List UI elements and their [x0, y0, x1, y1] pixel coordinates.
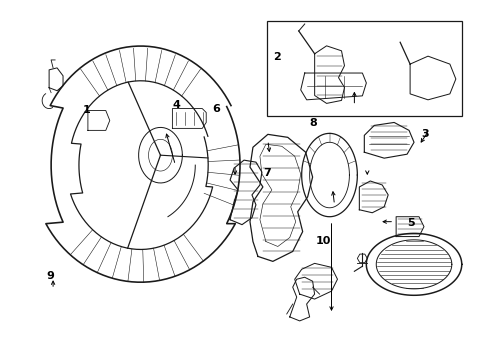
- Text: 3: 3: [421, 129, 429, 139]
- Text: 7: 7: [263, 168, 271, 178]
- Text: 1: 1: [83, 105, 91, 115]
- Text: 8: 8: [309, 118, 317, 128]
- Text: 9: 9: [46, 271, 54, 282]
- Text: 5: 5: [407, 218, 415, 228]
- Text: 4: 4: [173, 100, 181, 110]
- Bar: [267, 21, 462, 116]
- Text: 6: 6: [212, 104, 220, 113]
- Text: 10: 10: [315, 236, 331, 246]
- Text: 2: 2: [273, 52, 281, 62]
